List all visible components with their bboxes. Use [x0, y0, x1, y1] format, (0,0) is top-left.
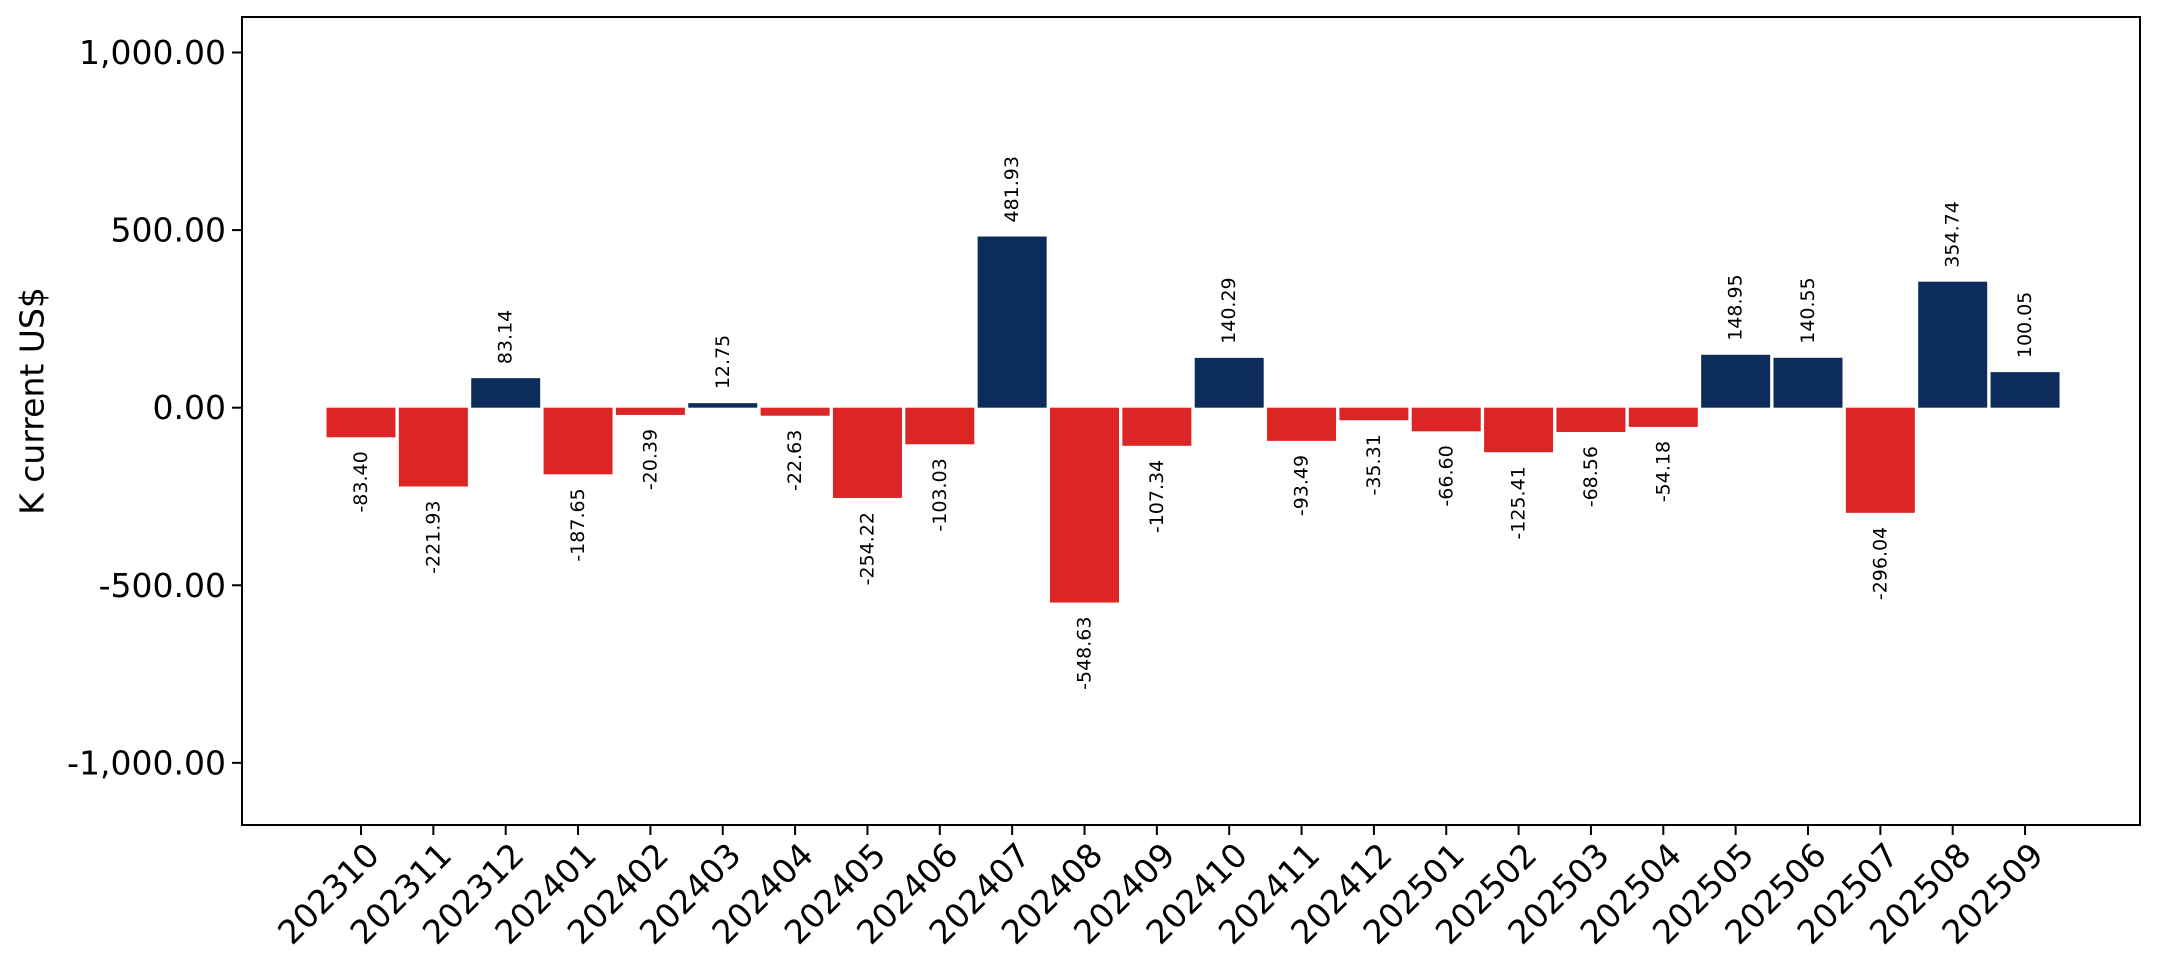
- bar-202502: [1484, 407, 1554, 453]
- data-label-202505: 148.95: [1725, 274, 1747, 340]
- bar-202310: [326, 407, 396, 438]
- y-tick-label: -500.00: [99, 566, 226, 605]
- data-label-202402: -20.39: [639, 429, 661, 490]
- data-label-202411: -93.49: [1291, 455, 1313, 516]
- data-label-202410: 140.29: [1218, 277, 1240, 343]
- bar-202404: [760, 407, 830, 416]
- data-labels: -83.40 -221.93 83.14 -187.65 -20.39 12.75 -22.…: [350, 156, 2036, 690]
- bar-202504: [1628, 407, 1698, 427]
- data-label-202412: -35.31: [1363, 434, 1385, 495]
- data-label-202409: -107.34: [1146, 460, 1168, 533]
- bar-202409: [1122, 407, 1192, 446]
- bar-202408: [1050, 407, 1119, 603]
- bar-202401: [543, 407, 613, 475]
- bar-202405: [832, 407, 902, 498]
- bar-202508: [1918, 281, 1988, 408]
- bars: [326, 236, 2060, 603]
- bar-202402: [615, 407, 685, 415]
- data-label-202508: 354.74: [1942, 201, 1964, 267]
- bar-202509: [1990, 372, 2060, 408]
- data-label-202401: -187.65: [567, 488, 589, 561]
- bar-202505: [1701, 354, 1771, 408]
- bar-202403: [688, 403, 758, 408]
- data-label-202502: -125.41: [1508, 466, 1530, 539]
- data-label-202506: 140.55: [1797, 277, 1819, 343]
- data-label-202503: -68.56: [1580, 446, 1602, 507]
- bar-202406: [905, 407, 975, 445]
- bar-202311: [398, 407, 468, 487]
- bar-202412: [1339, 407, 1409, 421]
- bar-202506: [1773, 357, 1843, 408]
- y-tick-label: 1,000.00: [79, 33, 226, 72]
- bar-202407: [977, 236, 1047, 408]
- x-axis: 2023102023112023122024012024022024032024…: [270, 825, 2051, 952]
- y-axis: 1,000.00 500.00 0.00 -500.00 -1,000.00: [67, 33, 242, 782]
- bar-202507: [1845, 407, 1915, 513]
- data-label-202311: -221.93: [422, 501, 444, 574]
- bar-202503: [1556, 407, 1626, 433]
- data-label-202504: -54.18: [1652, 441, 1674, 502]
- data-label-202405: -254.22: [856, 512, 878, 585]
- bar-202312: [471, 378, 541, 408]
- y-axis-title: K current US$: [13, 287, 52, 515]
- data-label-202501: -66.60: [1435, 445, 1457, 506]
- y-tick-label: 0.00: [153, 388, 226, 427]
- data-label-202310: -83.40: [350, 451, 372, 512]
- data-label-202406: -103.03: [929, 458, 951, 531]
- data-label-202509: 100.05: [2014, 292, 2036, 358]
- data-label-202404: -22.63: [784, 430, 806, 491]
- bar-202501: [1411, 407, 1481, 432]
- data-label-202312: 83.14: [495, 310, 517, 364]
- bar-202411: [1267, 407, 1337, 441]
- bar-202410: [1194, 357, 1264, 408]
- y-tick-label: 500.00: [111, 211, 226, 250]
- data-label-202403: 12.75: [712, 335, 734, 389]
- data-label-202407: 481.93: [1001, 156, 1023, 222]
- y-tick-label: -1,000.00: [67, 743, 226, 782]
- data-label-202408: -548.63: [1074, 617, 1096, 690]
- data-label-202507: -296.04: [1869, 527, 1891, 600]
